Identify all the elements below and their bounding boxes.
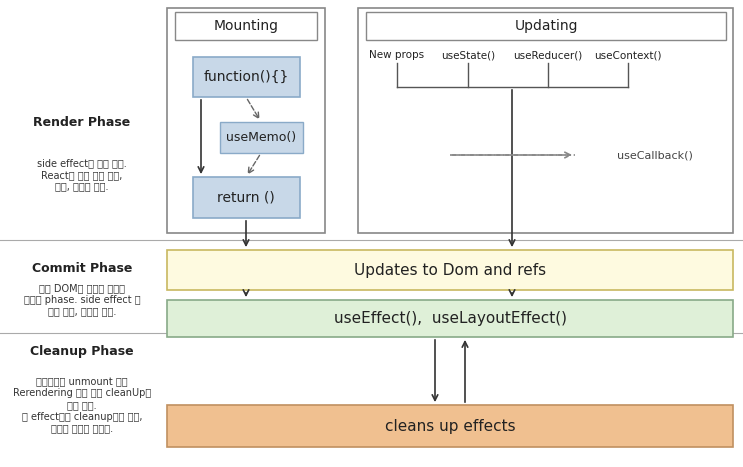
Bar — [193, 177, 300, 218]
Text: Cleanup Phase: Cleanup Phase — [30, 346, 134, 359]
Bar — [167, 405, 733, 447]
Text: 실제 DOM과 연결된 작업이
가능한 phase. side effect 를
통한 동작, 예약이 가능.: 실제 DOM과 연결된 작업이 가능한 phase. side effect 를… — [24, 283, 140, 317]
Bar — [167, 250, 733, 290]
Bar — [175, 12, 317, 40]
Bar — [167, 8, 325, 233]
Bar — [220, 122, 303, 153]
Bar — [193, 57, 300, 97]
Text: New props: New props — [369, 50, 424, 60]
Text: Updating: Updating — [514, 19, 578, 33]
Text: cleans up effects: cleans up effects — [385, 418, 516, 433]
Text: 컴포넌트가 unmount 또는
Rerendering 되기 전에 cleanUp을
하게 된다.
각 effect들을 cleanup하게 되며,
메모리 : 컴포넌트가 unmount 또는 Rerendering 되기 전에 clean… — [13, 377, 151, 433]
Text: Mounting: Mounting — [213, 19, 279, 33]
Text: function(){}: function(){} — [204, 70, 289, 84]
Text: useCallback(): useCallback() — [617, 150, 693, 160]
Bar — [366, 12, 726, 40]
Text: useReducer(): useReducer() — [513, 50, 583, 60]
Text: useState(): useState() — [441, 50, 495, 60]
Text: useMemo(): useMemo() — [226, 130, 296, 143]
Text: Commit Phase: Commit Phase — [32, 262, 132, 275]
Text: useContext(): useContext() — [594, 50, 662, 60]
Text: Updates to Dom and refs: Updates to Dom and refs — [354, 262, 546, 277]
Text: Render Phase: Render Phase — [33, 115, 131, 128]
Text: return (): return () — [217, 190, 275, 204]
Text: side effect가 없는 과정.
React에 의해 일시 중지,
중단, 재시작 가능.: side effect가 없는 과정. React에 의해 일시 중지, 중단,… — [37, 158, 127, 191]
Bar — [167, 300, 733, 337]
Text: useEffect(),  useLayoutEffect(): useEffect(), useLayoutEffect() — [334, 311, 566, 325]
Bar — [358, 8, 733, 233]
